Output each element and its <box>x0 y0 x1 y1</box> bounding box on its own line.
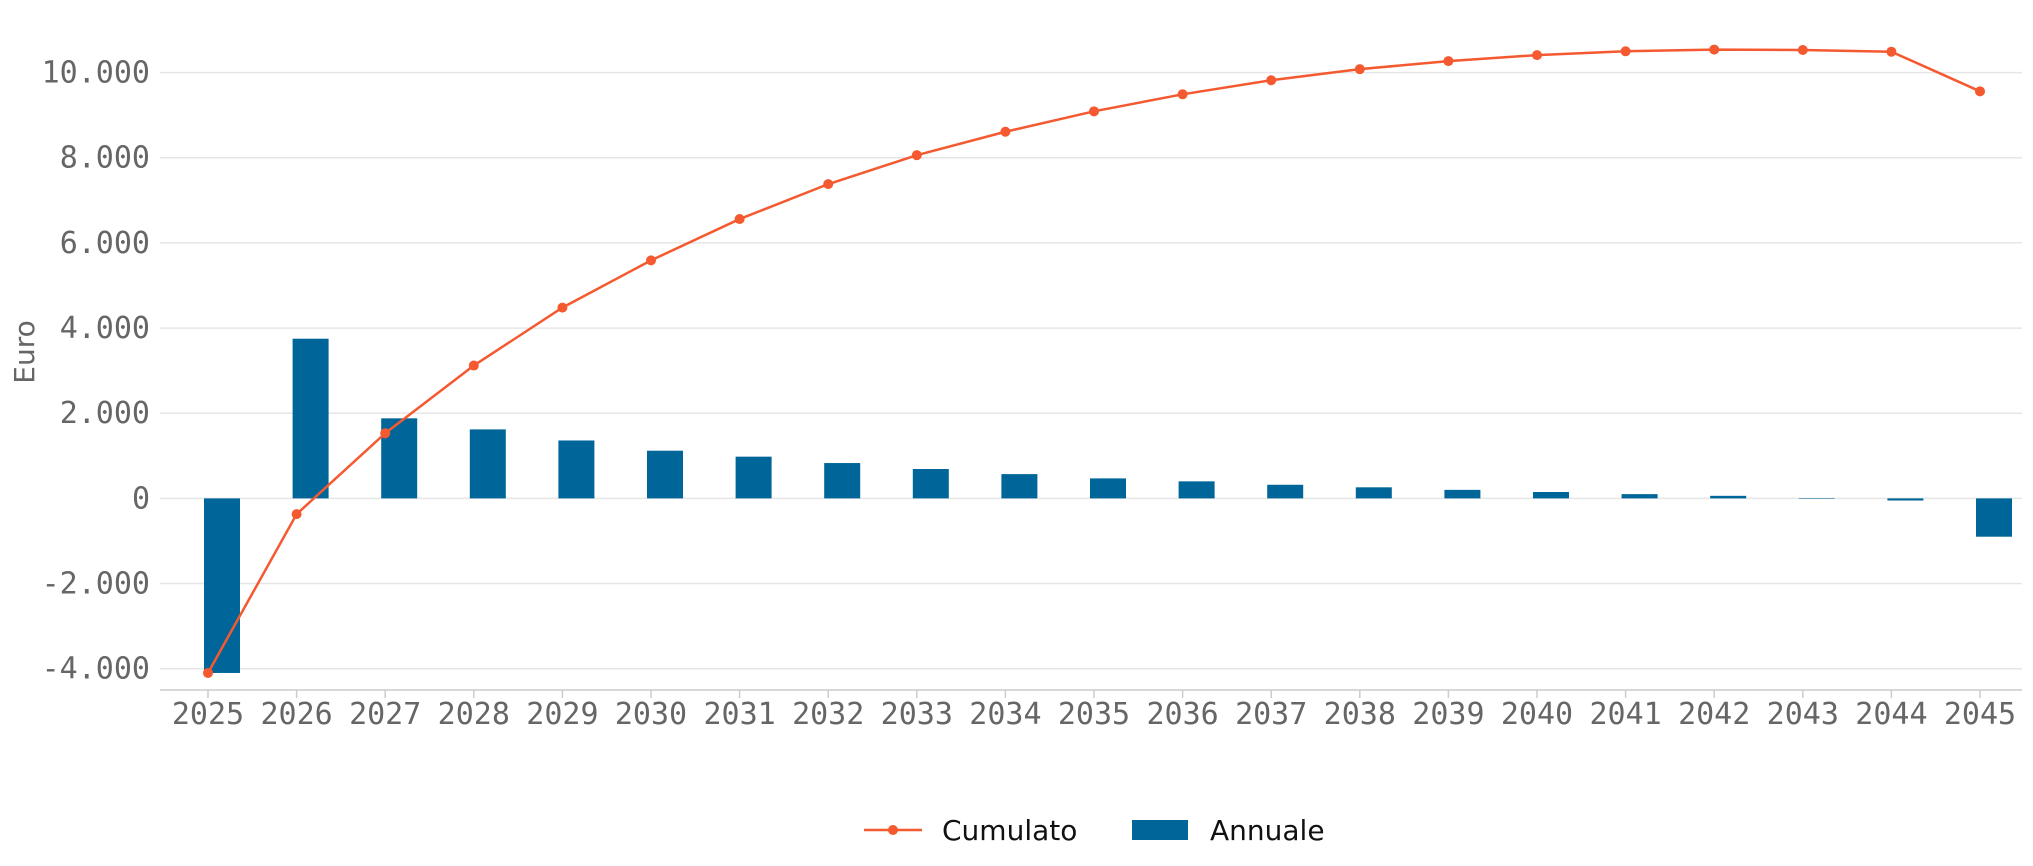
x-tick-label: 2041 <box>1589 697 1661 732</box>
line-point <box>557 302 568 313</box>
x-tick-label: 2028 <box>438 697 510 732</box>
bar <box>1976 498 2012 537</box>
line-point <box>1797 45 1808 56</box>
legend: Cumulato Annuale <box>864 814 1325 847</box>
x-tick-label: 2033 <box>881 697 953 732</box>
bar <box>1887 498 1924 501</box>
x-tick-label: 2039 <box>1412 697 1484 732</box>
x-tick-label: 2035 <box>1058 697 1130 732</box>
x-tick-label: 2044 <box>1855 697 1927 732</box>
bar <box>735 456 772 499</box>
legend-item-cumulato: Cumulato <box>864 814 1077 847</box>
x-tick-label: 2042 <box>1678 697 1750 732</box>
bar <box>824 463 861 499</box>
y-tick-label: 2.000 <box>60 396 150 431</box>
grid-lines <box>160 71 2022 670</box>
y-tick-label: 8.000 <box>60 141 150 176</box>
bar <box>469 429 506 499</box>
bar <box>558 440 595 499</box>
line-point <box>734 214 745 225</box>
bar <box>1710 495 1747 499</box>
x-tick-label: 2036 <box>1146 697 1218 732</box>
bar <box>1798 498 1835 499</box>
x-tick-label: 2045 <box>1944 697 2016 732</box>
line-point <box>1709 44 1720 55</box>
y-tick-label: 10.000 <box>42 56 150 91</box>
line-point <box>1354 64 1365 75</box>
x-tick-label: 2030 <box>615 697 687 732</box>
bar <box>1178 481 1215 499</box>
bar <box>1533 492 1569 499</box>
legend-item-annuale: Annuale <box>1132 814 1325 847</box>
line-point <box>1266 75 1277 86</box>
x-tick-label: 2043 <box>1767 697 1839 732</box>
line-cumulato <box>203 44 1985 678</box>
line-point <box>468 360 479 371</box>
line-point <box>646 255 656 266</box>
x-tick-label: 2040 <box>1501 697 1573 732</box>
y-tick-label: 0 <box>132 481 150 516</box>
bar <box>1444 489 1481 499</box>
bar <box>912 469 949 499</box>
line-point <box>203 667 213 678</box>
y-tick-label: 4.000 <box>60 311 150 346</box>
x-tick-label: 2032 <box>792 697 864 732</box>
bar <box>204 498 240 673</box>
bar <box>292 338 329 499</box>
x-tick-label: 2026 <box>260 697 332 732</box>
bar <box>1001 474 1038 499</box>
y-tick-label: 6.000 <box>60 226 150 261</box>
line-point <box>823 179 834 190</box>
line-point <box>1620 46 1631 57</box>
x-axis: 2025 2026 2027 2028 2029 2030 2031 2032 2033 2034… <box>172 690 2016 732</box>
bar <box>647 450 683 499</box>
line-point <box>1975 86 1985 97</box>
line-point <box>1000 126 1011 137</box>
line-point <box>1886 46 1897 57</box>
x-tick-label: 2038 <box>1324 697 1396 732</box>
line-point <box>380 428 391 439</box>
x-tick-label: 2034 <box>969 697 1041 732</box>
line-point <box>1089 106 1099 117</box>
x-tick-label: 2029 <box>526 697 598 732</box>
line-point <box>911 150 922 161</box>
legend-dot-swatch <box>888 825 898 835</box>
y-axis: -4.000 -2.000 0 2.000 4.000 6.000 8.000 10.000 <box>42 56 150 687</box>
x-tick-label: 2027 <box>349 697 421 732</box>
line-point <box>1532 50 1542 61</box>
line-point <box>291 509 302 520</box>
legend-label-cumulato: Cumulato <box>942 814 1077 847</box>
x-tick-label: 2025 <box>172 697 244 732</box>
line-point <box>1177 89 1188 100</box>
y-axis-title: Euro <box>8 320 41 383</box>
line-point <box>1443 56 1454 67</box>
bar <box>1267 484 1304 499</box>
x-tick-label: 2037 <box>1235 697 1307 732</box>
y-tick-label: -4.000 <box>42 652 150 687</box>
bar <box>1621 494 1658 499</box>
bars-annuale <box>204 338 2012 673</box>
legend-bar-swatch <box>1132 820 1188 840</box>
y-tick-label: -2.000 <box>42 567 150 602</box>
bar <box>1355 487 1392 499</box>
x-tick-label: 2031 <box>703 697 775 732</box>
legend-label-annuale: Annuale <box>1210 814 1325 847</box>
bar <box>1090 478 1126 499</box>
